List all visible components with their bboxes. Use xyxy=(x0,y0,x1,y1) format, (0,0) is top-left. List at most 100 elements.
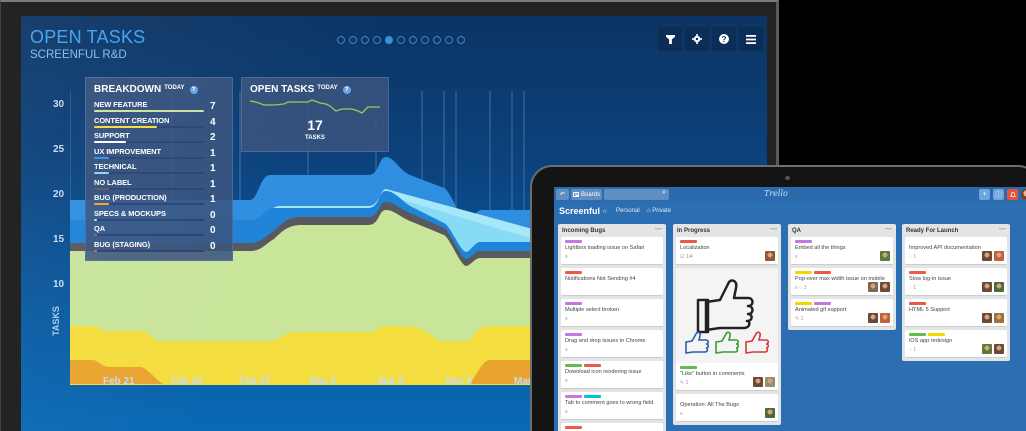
user-avatar[interactable] xyxy=(1021,189,1026,200)
card-labels xyxy=(565,302,659,305)
trello-card[interactable]: iOS app redesign ◌ 1 xyxy=(905,330,1007,358)
y-tick: 25 xyxy=(53,144,65,155)
trello-card[interactable]: "Like" button in comments ✎ 1 xyxy=(676,268,778,391)
trello-card[interactable]: Slow log-in issue ◌ 1 xyxy=(905,268,1007,296)
card-label xyxy=(680,240,697,243)
list-title[interactable]: Incoming Bugs — xyxy=(558,224,666,237)
pager-dot[interactable] xyxy=(421,36,429,44)
breakdown-row: NEW FEATURE 7 xyxy=(94,100,234,115)
trello-card[interactable]: Animated gif support ✎ 1 xyxy=(791,299,893,327)
breakdown-bar-track xyxy=(94,249,204,252)
pager-dot[interactable] xyxy=(373,36,381,44)
pager-dot[interactable] xyxy=(445,36,453,44)
open-tasks-title-text: OPEN TASKS xyxy=(250,84,315,95)
board-name[interactable]: Screenful xyxy=(559,206,601,216)
member-avatar[interactable] xyxy=(753,377,763,387)
breakdown-row: BUG (STAGING) 0 xyxy=(94,240,234,255)
card-badges: ◌ 1 xyxy=(909,347,917,353)
star-button[interactable]: ☆ xyxy=(602,209,608,215)
card-label xyxy=(565,395,582,398)
dashboard-subtitle: SCREENFUL R&D xyxy=(30,49,127,61)
member-avatar[interactable] xyxy=(880,313,890,323)
member-avatar[interactable] xyxy=(765,408,775,418)
list-title[interactable]: In Progress — xyxy=(673,224,781,237)
header-actions: + ⓘ xyxy=(979,189,1026,200)
member-avatar[interactable] xyxy=(982,282,992,292)
breakdown-row: QA 0 xyxy=(94,224,234,239)
member-avatar[interactable] xyxy=(982,251,992,261)
pager-dot[interactable] xyxy=(397,36,405,44)
search-input[interactable]: ⌕ xyxy=(604,189,669,200)
member-avatar[interactable] xyxy=(994,313,1004,323)
add-button[interactable]: + xyxy=(979,189,990,200)
back-button[interactable]: ↶ xyxy=(556,189,569,200)
breakdown-row: SUPPORT 2 xyxy=(94,131,234,146)
card-badges: ≡ ◌ 1 xyxy=(795,285,807,291)
pager-dot[interactable] xyxy=(337,36,345,44)
list-menu-icon[interactable]: — xyxy=(999,226,1006,233)
info-button[interactable]: ⓘ xyxy=(993,189,1004,200)
member-avatar[interactable] xyxy=(982,344,992,354)
help-icon[interactable]: ? xyxy=(189,85,198,94)
trello-card[interactable]: Tab to comment goes to wrong field ≡ xyxy=(561,392,663,420)
filter-button[interactable] xyxy=(658,27,682,51)
breakdown-label: TECHNICAL xyxy=(94,162,137,171)
trello-card[interactable]: Notifications Not Sending #4 xyxy=(561,268,663,296)
list-title[interactable]: Ready For Launch — xyxy=(902,224,1010,237)
help-button[interactable]: ? xyxy=(712,27,736,51)
member-avatar[interactable] xyxy=(880,251,890,261)
trello-list: In Progress — Localization ☑ 1/4 "Like" butt… xyxy=(673,224,781,425)
card-label xyxy=(909,271,926,274)
member-avatar[interactable] xyxy=(880,282,890,292)
list-menu-icon[interactable]: — xyxy=(770,226,777,233)
trello-card[interactable]: Pop-over max width issue on mobile ≡ ◌ 1 xyxy=(791,268,893,296)
boards-button[interactable]: Boards xyxy=(571,189,602,200)
member-avatar[interactable] xyxy=(765,251,775,261)
settings-button[interactable] xyxy=(685,27,709,51)
list-menu-icon[interactable]: — xyxy=(655,226,662,233)
breakdown-row: CONTENT CREATION 4 xyxy=(94,116,234,131)
card-title: Notifications Not Sending #4 xyxy=(565,276,636,282)
team-button[interactable]: Personal xyxy=(616,208,640,214)
trello-card[interactable]: Embed all the things ≡ xyxy=(791,237,893,265)
member-avatar[interactable] xyxy=(765,377,775,387)
list-menu-icon[interactable]: — xyxy=(885,226,892,233)
trello-card[interactable]: Drag and drop issues in Chrome ≡ xyxy=(561,330,663,358)
trello-card[interactable]: Localization ☑ 1/4 xyxy=(676,237,778,265)
list-title[interactable]: QA — xyxy=(788,224,896,237)
y-axis-label: TASKS xyxy=(51,306,61,336)
pager-dot[interactable] xyxy=(457,36,465,44)
member-avatar[interactable] xyxy=(994,282,1004,292)
trello-card[interactable]: Multiple select broken ≡ xyxy=(561,299,663,327)
member-avatar[interactable] xyxy=(868,313,878,323)
visibility-label: Private xyxy=(652,208,671,214)
help-icon[interactable]: ? xyxy=(342,85,351,94)
breakdown-bar-track xyxy=(94,110,204,112)
breakdown-bar-track xyxy=(94,141,204,143)
y-tick: 30 xyxy=(53,99,65,110)
breakdown-value: 1 xyxy=(210,147,216,159)
member-avatar[interactable] xyxy=(994,344,1004,354)
trello-card[interactable]: Improved API documentation ◌ 1 xyxy=(905,237,1007,265)
member-avatar[interactable] xyxy=(868,282,878,292)
pager-dot[interactable] xyxy=(433,36,441,44)
breakdown-bar-track xyxy=(94,172,204,174)
trello-card[interactable]: HTML 5 Support xyxy=(905,299,1007,327)
notifications-button[interactable] xyxy=(1007,189,1018,200)
member-avatar[interactable] xyxy=(994,251,1004,261)
member-avatar[interactable] xyxy=(982,313,992,323)
card-members xyxy=(753,377,775,387)
pager-dot[interactable] xyxy=(409,36,417,44)
card-title: Pop-over max width issue on mobile xyxy=(795,276,885,282)
trello-card[interactable]: Video loading issue on IE 11 xyxy=(561,423,663,431)
trello-logo-text: Trello xyxy=(764,189,788,198)
trello-card[interactable]: Download icon rendering issue ≡ xyxy=(561,361,663,389)
pager-dot[interactable] xyxy=(361,36,369,44)
trello-card[interactable]: Lightbox loading issue on Safari ≡ xyxy=(561,237,663,265)
pager-dot[interactable] xyxy=(385,36,393,44)
pager-dot[interactable] xyxy=(349,36,357,44)
menu-button[interactable] xyxy=(739,27,763,51)
visibility-button[interactable]: ⌂ Private xyxy=(647,208,671,214)
trello-card[interactable]: Operation: All The Bugs ≡ xyxy=(676,394,778,422)
breakdown-bar xyxy=(94,110,204,112)
